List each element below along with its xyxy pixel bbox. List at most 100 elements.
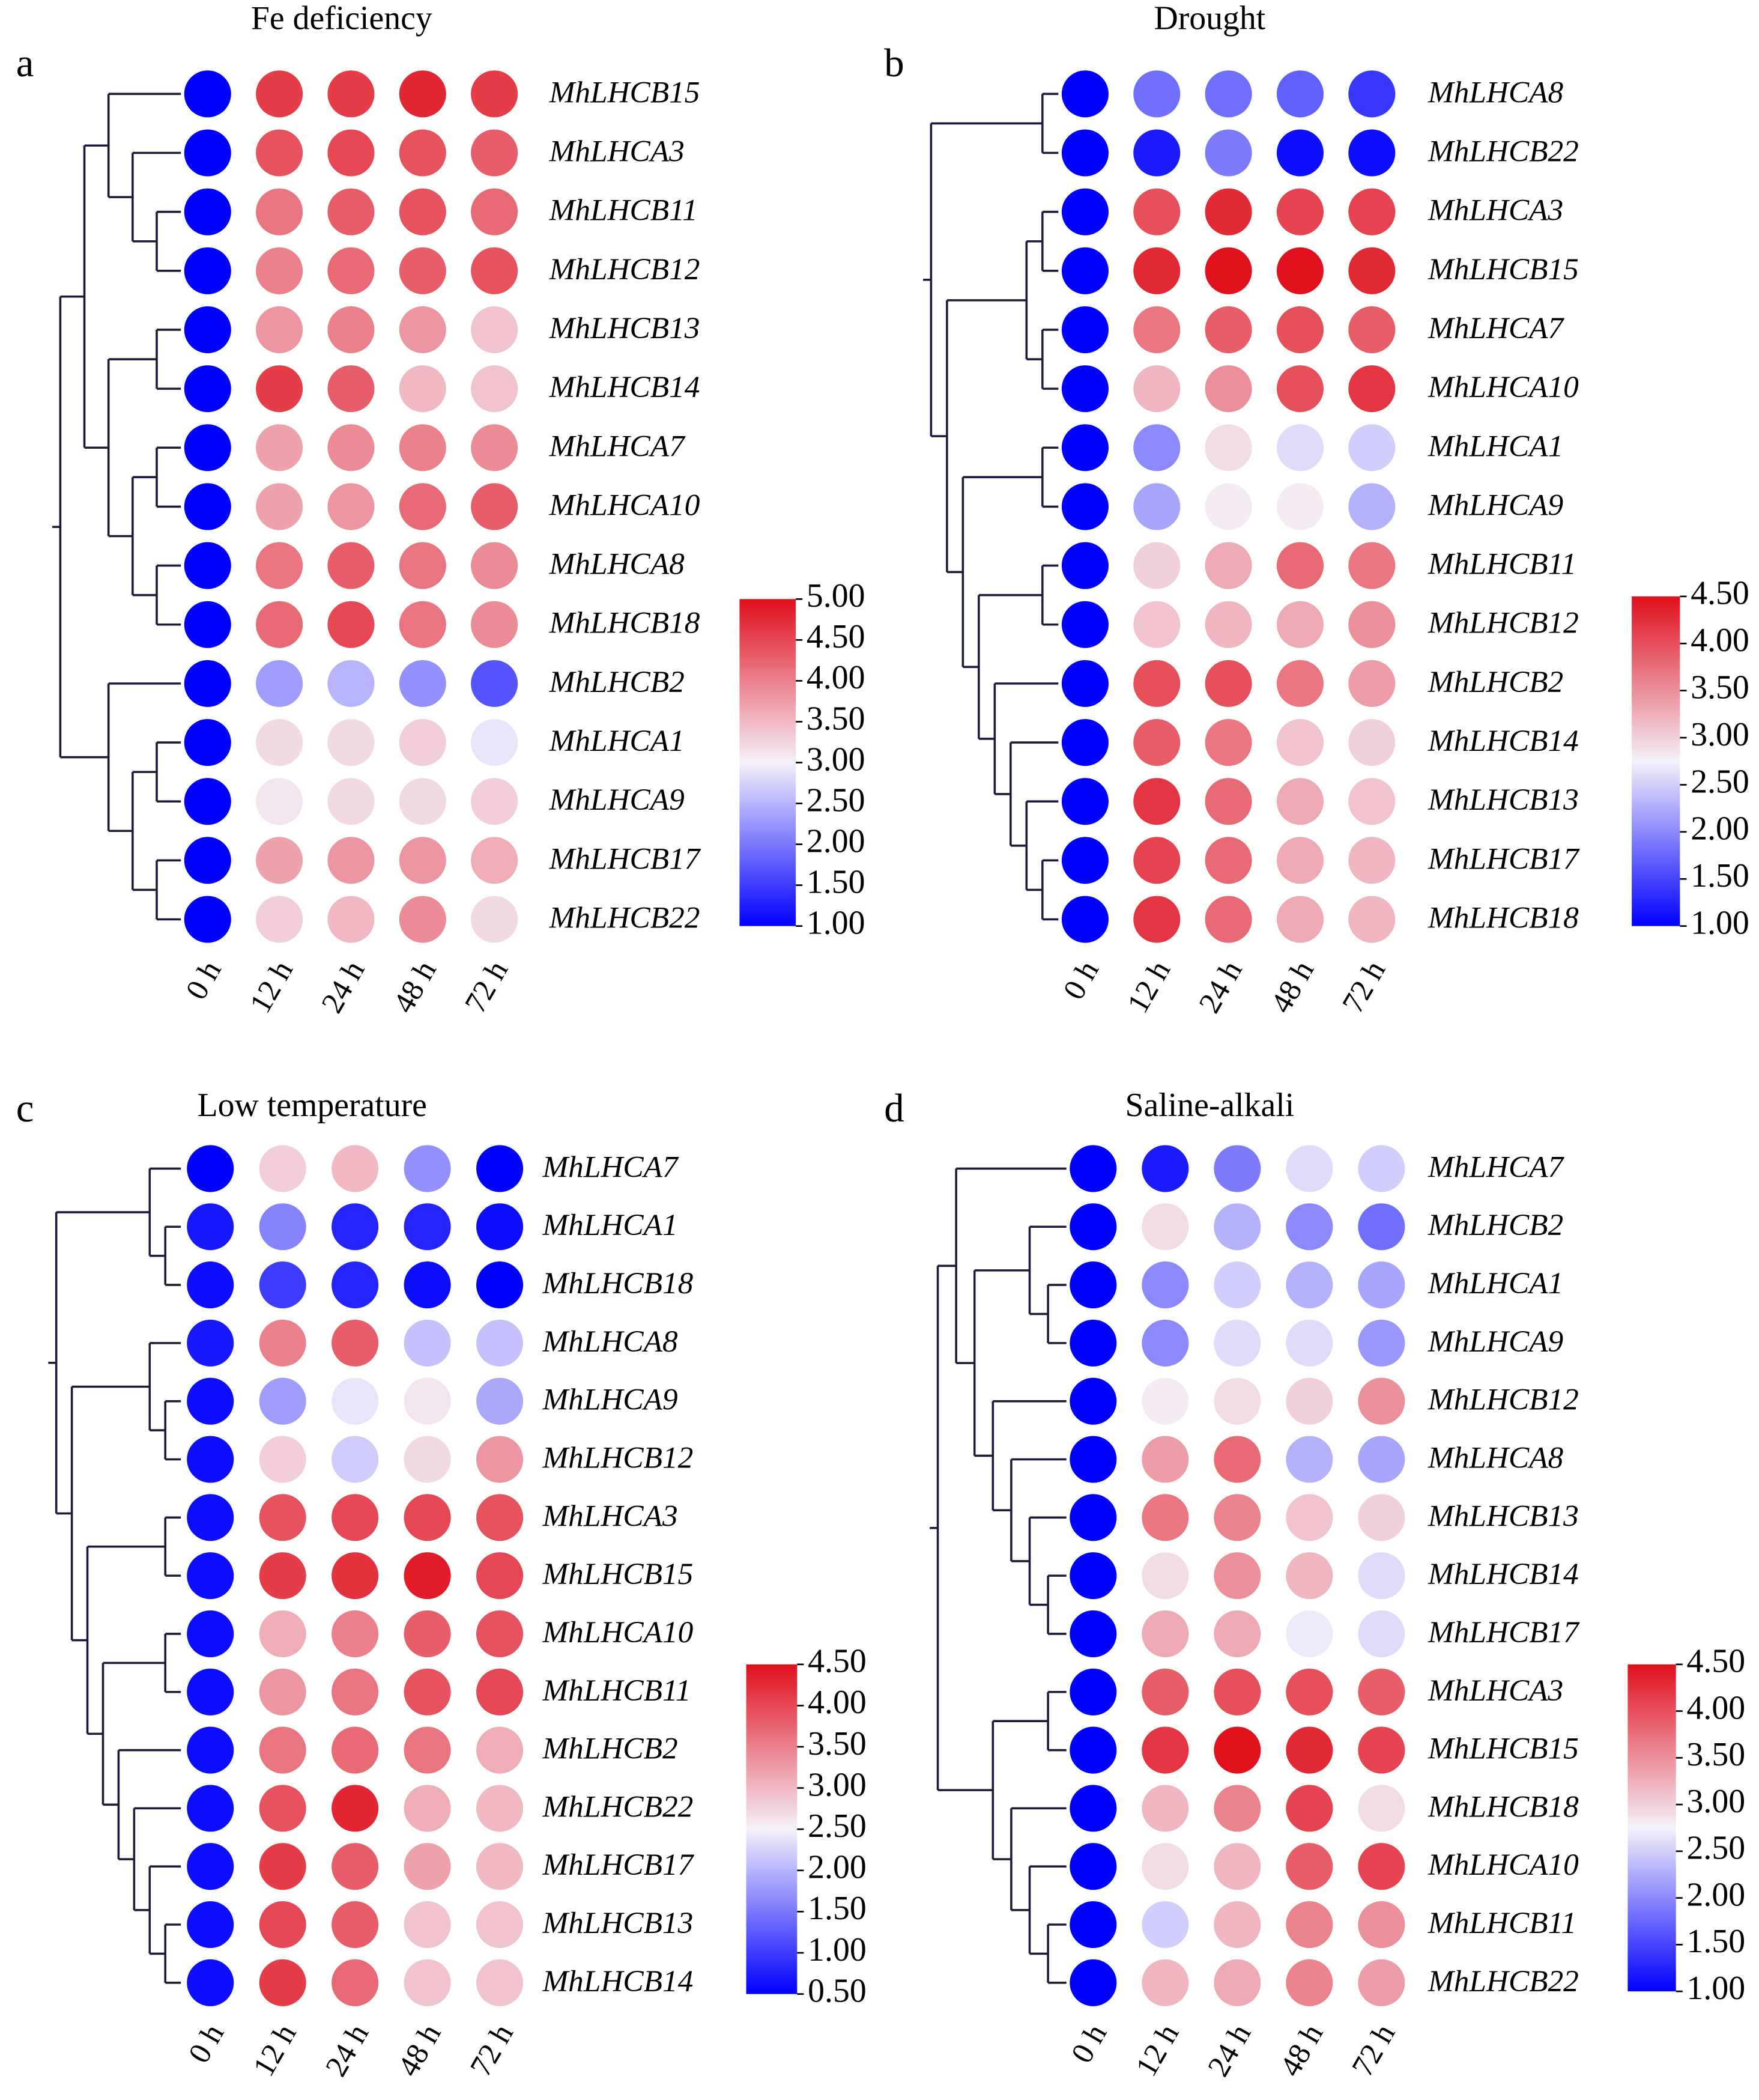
gene-label: MhLHCB18 <box>549 606 700 640</box>
gene-label: MhLHCB13 <box>1427 1499 1579 1533</box>
gene-label: MhLHCA3 <box>542 1499 677 1533</box>
dot <box>327 188 375 235</box>
x-tick-label: 0 h <box>1056 955 1105 1006</box>
dot <box>476 1261 524 1309</box>
dot <box>1276 660 1324 707</box>
dot <box>327 247 375 294</box>
dot <box>476 1668 524 1716</box>
dot <box>1133 542 1181 589</box>
dot <box>332 1785 379 1832</box>
gene-label: MhLHCA1 <box>1427 429 1563 463</box>
dot <box>1214 1959 1261 2006</box>
dot <box>1205 896 1252 943</box>
dot <box>1205 424 1252 472</box>
gene-label: MhLHCA1 <box>1427 1266 1563 1300</box>
dot <box>327 424 375 472</box>
gene-label: MhLHCB13 <box>549 311 700 345</box>
colorbar-tick-label: 1.50 <box>807 863 865 900</box>
dot <box>1061 660 1109 707</box>
dot <box>184 424 231 472</box>
dot <box>1214 1494 1261 1541</box>
dot <box>256 247 303 294</box>
dot <box>259 1959 306 2006</box>
colorbar-tick-label: 2.50 <box>808 1807 867 1845</box>
dot <box>476 1552 524 1600</box>
dot <box>256 719 303 766</box>
panel-title: Drought <box>1154 0 1265 37</box>
colorbar-tick-label: 3.50 <box>1691 669 1749 706</box>
dot <box>1276 778 1324 825</box>
gene-label: MhLHCB22 <box>542 1789 693 1824</box>
colorbar-tick-label: 3.00 <box>807 741 865 778</box>
dot <box>259 1145 306 1192</box>
panel: Fe deficiency a MhLHCB15 MhLHCA3 MhLHCB11 MhL… <box>16 0 865 1019</box>
colorbar-tick-label: 5.00 <box>807 577 865 615</box>
gene-label: MhLHCB12 <box>542 1440 693 1475</box>
x-tick-label: 48 h <box>1273 2018 1330 2082</box>
colorbar <box>746 1664 798 1994</box>
dot <box>1133 660 1181 707</box>
dot <box>471 837 518 884</box>
gene-label: MhLHCB2 <box>1427 665 1563 699</box>
dot <box>1286 1552 1333 1600</box>
dot <box>1286 1668 1333 1716</box>
panel-title: Low temperature <box>198 1087 427 1124</box>
dot <box>1142 1261 1189 1309</box>
gene-label: MhLHCB15 <box>542 1557 693 1591</box>
gene-label: MhLHCB11 <box>1427 1906 1576 1940</box>
dendrogram <box>48 1167 181 1984</box>
dot <box>1286 1203 1333 1251</box>
dot <box>399 542 446 589</box>
dot <box>327 601 375 648</box>
dot <box>187 1552 234 1600</box>
panel: Saline-alkali d MhLHCA7 MhLHCB2 MhLHCA1 MhLHC… <box>884 1086 1745 2082</box>
dot <box>1205 660 1252 707</box>
x-tick-label: 72 h <box>458 955 515 1019</box>
dot <box>259 1494 306 1541</box>
dot <box>476 1436 524 1483</box>
dot <box>184 896 231 943</box>
dot <box>1276 70 1324 118</box>
dot <box>1061 719 1109 766</box>
dot <box>399 483 446 530</box>
dot <box>476 1377 524 1425</box>
gene-label: MhLHCB2 <box>542 1732 677 1766</box>
dot <box>1061 70 1109 118</box>
dot <box>184 660 231 707</box>
gene-label: MhLHCA8 <box>1427 1440 1564 1475</box>
gene-label: MhLHCA10 <box>549 488 700 522</box>
gene-label: MhLHCB18 <box>1427 1789 1579 1824</box>
dot <box>399 424 446 472</box>
colorbar-tick-label: 1.50 <box>808 1890 867 1927</box>
dot <box>1214 1843 1261 1890</box>
panel-title: Saline-alkali <box>1125 1087 1295 1124</box>
dot <box>1061 837 1109 884</box>
dot <box>184 719 231 766</box>
dot <box>327 778 375 825</box>
dot <box>1070 1901 1117 1949</box>
colorbar-tick-label: 2.00 <box>807 822 865 860</box>
gene-label: MhLHCB17 <box>1427 842 1580 876</box>
dot <box>471 365 518 413</box>
dot <box>256 660 303 707</box>
dot <box>1348 601 1396 648</box>
panel: Drought b MhLHCA8 MhLHCB22 MhLHCA3 MhLHCB15 Mh… <box>884 0 1749 1019</box>
dot <box>1070 1610 1117 1657</box>
dot <box>1142 1726 1189 1774</box>
dot <box>1276 129 1324 177</box>
gene-label: MhLHCA3 <box>549 134 685 168</box>
dot <box>1142 1494 1189 1541</box>
dot <box>184 247 231 294</box>
x-tick-label: 48 h <box>1264 955 1321 1019</box>
colorbar-tick-label: 4.00 <box>807 659 865 696</box>
dot <box>259 1901 306 1949</box>
dot <box>184 188 231 235</box>
dot <box>1348 896 1396 943</box>
dot <box>1358 1377 1405 1425</box>
dot <box>1133 896 1181 943</box>
dot <box>1070 1377 1117 1425</box>
dot <box>1070 1145 1117 1192</box>
gene-label: MhLHCB12 <box>1427 1383 1579 1417</box>
dot <box>404 1901 451 1949</box>
dot <box>1142 1785 1189 1832</box>
